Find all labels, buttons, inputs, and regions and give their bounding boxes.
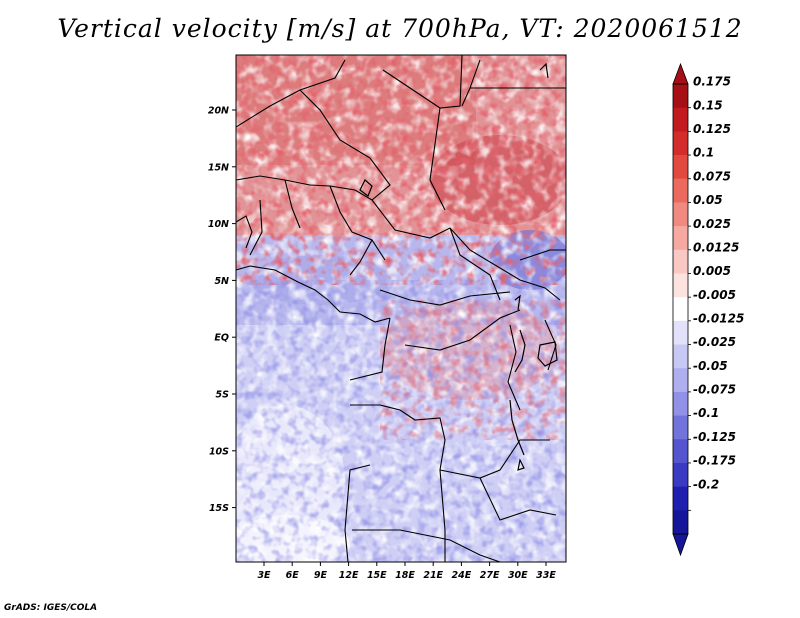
colorbar-label: 0.15: [693, 98, 723, 112]
colorbar-bin: [673, 84, 688, 109]
colorbar-bin: [673, 368, 688, 393]
colorbar-bin: [673, 510, 688, 535]
colorbar-label: 0.175: [693, 75, 731, 89]
colorbar-label: -0.075: [693, 383, 736, 397]
colorbar-bin: [673, 273, 688, 298]
colorbar-label: 0.1: [693, 146, 714, 160]
colorbar-label: 0.025: [693, 217, 731, 231]
lon-tick-label: 15E: [367, 570, 387, 581]
map-frame: [235, 54, 567, 563]
colorbar-bin: [673, 249, 688, 274]
lon-tick-label: 6E: [286, 570, 300, 581]
colorbar-label: 0.125: [693, 122, 731, 136]
longitude-axis: 3E 6E 9E 12E 15E 18E 21E 24E 27E 30E 33E: [257, 562, 556, 581]
lat-tick-label: 20N: [208, 106, 229, 117]
colorbar-bin: [673, 297, 688, 322]
lon-tick-label: 18E: [395, 570, 415, 581]
colorbar-min-arrow: [672, 533, 689, 557]
colorbar-bin: [673, 178, 688, 203]
lon-tick-label: 12E: [339, 570, 359, 581]
lat-tick-label: 5S: [216, 390, 230, 401]
colorbar-bin: [673, 131, 688, 156]
latitude-axis: 20N 15N 10N 5N EQ 5S 10S 15S: [208, 106, 236, 514]
colorbar-label: -0.025: [693, 335, 736, 349]
chart-title: Vertical velocity [m/s] at 700hPa, VT: 2…: [57, 14, 743, 43]
lat-tick-label: EQ: [214, 333, 229, 344]
lat-tick-label: 10N: [208, 219, 229, 230]
colorbar-label: 0.075: [693, 169, 731, 183]
colorbar-bin: [673, 391, 688, 416]
colorbar-label: 0.005: [693, 264, 731, 278]
country-borders: [236, 55, 566, 562]
colorbar-label: -0.0125: [693, 312, 744, 326]
colorbar-label: 0.0125: [693, 240, 739, 254]
colorbar: 0.175 0.15 0.125 0.1 0.075 0.05 0.025 0.0125 0.0…: [672, 62, 744, 557]
colorbar-max-arrow: [672, 62, 689, 85]
colorbar-bin: [673, 226, 688, 251]
lon-tick-label: 24E: [452, 570, 472, 581]
colorbar-bin: [673, 320, 688, 345]
colorbar-bin: [673, 344, 688, 369]
colorbar-bin: [673, 202, 688, 227]
lon-tick-label: 33E: [536, 570, 556, 581]
lon-tick-label: 27E: [480, 570, 500, 581]
colorbar-bin: [673, 486, 688, 511]
grads-credit: GrADS: IGES/COLA: [4, 603, 98, 613]
lon-tick-label: 9E: [314, 570, 328, 581]
colorbar-label: -0.125: [693, 430, 736, 444]
lon-tick-label: 30E: [508, 570, 528, 581]
lat-tick-label: 15N: [208, 162, 229, 173]
lon-tick-label: 21E: [423, 570, 443, 581]
colorbar-label: 0.05: [693, 193, 723, 207]
lakes: [359, 62, 558, 471]
colorbar-bin: [673, 415, 688, 440]
lat-tick-label: 15S: [209, 503, 229, 514]
colorbar-bin: [673, 107, 688, 132]
colorbar-bin: [673, 155, 688, 180]
lat-tick-label: 10S: [209, 446, 229, 457]
colorbar-bin: [673, 439, 688, 464]
lat-tick-label: 5N: [214, 276, 229, 287]
colorbar-label: -0.05: [693, 359, 728, 373]
colorbar-label: -0.2: [693, 477, 719, 491]
lon-tick-label: 3E: [257, 570, 271, 581]
colorbar-frame: [672, 83, 689, 535]
vertical-velocity-field: [236, 55, 566, 562]
colorbar-label: -0.005: [693, 288, 736, 302]
colorbar-label: -0.1: [693, 406, 719, 420]
colorbar-bin: [673, 462, 688, 488]
colorbar-label: -0.175: [693, 454, 736, 468]
